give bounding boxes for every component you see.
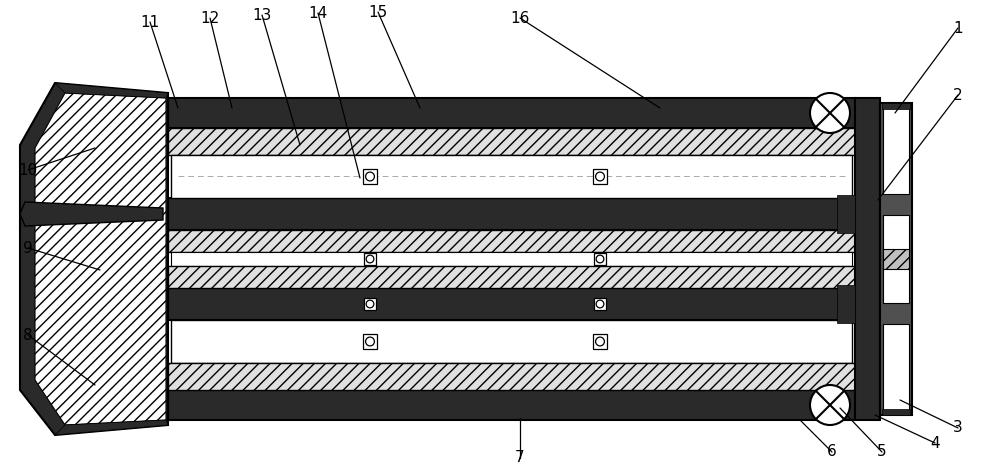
Bar xyxy=(364,253,376,265)
Bar xyxy=(168,288,855,320)
Text: 16: 16 xyxy=(510,10,530,25)
Text: 9: 9 xyxy=(23,241,33,256)
Bar xyxy=(593,334,607,348)
Bar xyxy=(171,155,852,198)
Bar xyxy=(880,103,912,415)
Bar xyxy=(837,285,855,323)
Bar xyxy=(168,266,855,288)
Bar xyxy=(168,98,855,128)
Bar xyxy=(364,298,376,310)
Bar xyxy=(837,195,855,233)
Text: 14: 14 xyxy=(308,6,328,21)
Bar xyxy=(168,390,855,420)
Circle shape xyxy=(366,172,374,181)
Text: 10: 10 xyxy=(18,162,38,177)
Circle shape xyxy=(596,172,604,181)
Circle shape xyxy=(366,255,374,263)
Circle shape xyxy=(596,255,604,263)
Bar xyxy=(168,198,855,230)
Bar xyxy=(171,320,852,363)
Bar xyxy=(363,334,377,348)
Bar xyxy=(883,107,909,194)
Text: 8: 8 xyxy=(23,327,33,342)
Text: 11: 11 xyxy=(140,15,160,30)
Polygon shape xyxy=(20,202,163,226)
Bar xyxy=(168,128,855,155)
Bar xyxy=(882,103,910,109)
Bar xyxy=(855,98,880,420)
Text: 1: 1 xyxy=(953,21,963,36)
Circle shape xyxy=(596,300,604,308)
Text: 4: 4 xyxy=(930,436,940,451)
Bar xyxy=(168,230,855,252)
Polygon shape xyxy=(20,83,168,435)
Bar xyxy=(594,298,606,310)
Circle shape xyxy=(366,300,374,308)
Text: 3: 3 xyxy=(953,421,963,436)
Circle shape xyxy=(810,385,850,425)
Text: 15: 15 xyxy=(368,5,388,20)
Circle shape xyxy=(596,337,604,346)
Polygon shape xyxy=(55,420,168,435)
Text: 7: 7 xyxy=(515,451,525,466)
Polygon shape xyxy=(35,93,166,425)
Bar xyxy=(363,169,377,184)
Text: 5: 5 xyxy=(877,445,887,460)
Bar xyxy=(171,252,852,266)
Circle shape xyxy=(810,93,850,133)
Text: 13: 13 xyxy=(252,8,272,23)
Bar xyxy=(168,363,855,390)
Bar xyxy=(883,215,909,303)
Polygon shape xyxy=(55,83,168,98)
Bar xyxy=(594,253,606,265)
Text: 6: 6 xyxy=(827,445,837,460)
Bar xyxy=(593,169,607,184)
Bar xyxy=(882,409,910,415)
Text: 12: 12 xyxy=(200,10,220,25)
Circle shape xyxy=(366,337,374,346)
Bar xyxy=(883,249,909,269)
Text: 2: 2 xyxy=(953,88,963,103)
Bar xyxy=(883,324,909,411)
